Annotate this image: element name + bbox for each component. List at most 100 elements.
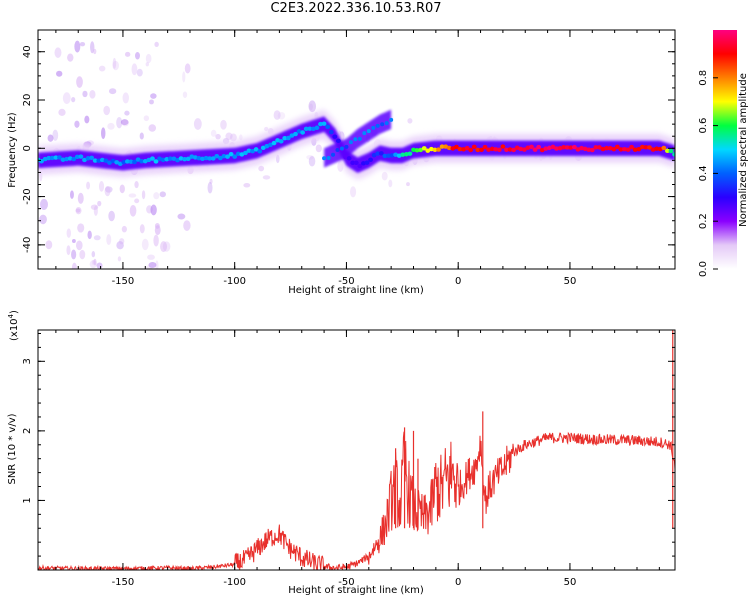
spectrogram-haze-blob <box>77 223 85 233</box>
ridge-blob <box>457 146 463 152</box>
ridge-blob <box>614 144 620 150</box>
ridge-blob <box>436 147 441 152</box>
snr-series <box>38 330 675 570</box>
ridge-blob <box>471 144 477 150</box>
colorbar-tick-label: 0.8 <box>698 70 709 86</box>
ridge-blob <box>536 144 542 150</box>
spectrogram-haze-blob <box>153 234 159 247</box>
ridge-blob <box>639 144 645 150</box>
spectrogram-haze-blob <box>71 238 76 244</box>
ridge-blob <box>632 147 638 152</box>
snr-frame <box>37 329 676 571</box>
ridge-blob <box>518 146 524 152</box>
secondary-ridge-blob <box>380 122 385 127</box>
ridge-blob <box>475 147 481 153</box>
spectrogram-haze-blob <box>105 186 113 193</box>
ridge-blob <box>400 152 406 157</box>
secondary-ridge-blob <box>375 123 380 128</box>
spectrogram-haze-blob <box>160 241 168 253</box>
spectrogram-haze-blob <box>309 103 313 111</box>
ridge-blob <box>597 145 602 150</box>
spectrogram-haze-blob <box>131 63 138 76</box>
y-tick-label: -20 <box>22 188 33 204</box>
spectrogram-ridge <box>38 109 675 180</box>
ridge-blob <box>64 156 70 162</box>
ridge-blob <box>117 161 123 167</box>
secondary-ridge-blob <box>322 156 327 161</box>
snr-plot-area <box>38 330 675 570</box>
ridge-blob <box>257 149 263 154</box>
ridge-blob <box>321 121 327 126</box>
spectrogram-haze-blob <box>350 186 357 198</box>
ridge-blob <box>361 161 366 166</box>
ridge-blob <box>246 148 252 153</box>
spectrogram-haze-blob <box>98 65 106 72</box>
spectrogram-haze-blob <box>86 181 91 190</box>
ridge-blob <box>239 152 245 157</box>
spectrogram-haze-blob <box>145 62 149 67</box>
ridge-blob <box>192 155 198 160</box>
ridge-blob <box>554 146 559 151</box>
spectrogram-haze-blob <box>150 204 157 216</box>
snr-y-ticks: 1 2 3 <box>22 332 675 571</box>
ridge-blob <box>454 144 459 150</box>
spectrogram-haze-blob <box>210 129 217 137</box>
ridge-blob <box>53 155 59 160</box>
spectrogram-haze-blob <box>381 171 388 181</box>
spectrogram-haze-blob <box>154 225 161 236</box>
ridge-blob <box>647 145 652 150</box>
spectrogram-haze-blob <box>112 60 119 71</box>
x-tick-label: -50 <box>338 276 354 287</box>
secondary-ridge <box>324 109 392 168</box>
spectrogram-haze-blob <box>145 53 152 64</box>
spectrogram-haze-blob <box>406 182 410 187</box>
spectrogram-haze-blob <box>93 235 101 241</box>
ridge-blob <box>618 147 624 152</box>
y-tick-label: 40 <box>22 45 33 58</box>
y-tick-label: 20 <box>22 94 33 107</box>
x-tick-label: 50 <box>564 577 577 588</box>
secondary-ridge-blob <box>331 152 336 157</box>
ridge-blob <box>346 156 352 161</box>
spectrogram-haze-blob <box>107 122 115 130</box>
spectrogram-y-axis-label: Frequency (Hz) <box>7 112 18 188</box>
ridge-blob <box>468 147 474 153</box>
spectrogram-haze-blob <box>315 144 322 153</box>
chart-title: C2E3.2022.336.10.53.R07 <box>270 1 442 16</box>
ridge-blob <box>332 134 338 139</box>
ridge-blob <box>564 145 570 150</box>
ridge-blob <box>225 154 230 159</box>
ridge-blob <box>353 160 359 165</box>
spectrogram-haze-blob <box>103 105 111 116</box>
spectrogram-haze-blob <box>407 118 413 124</box>
ridge-blob <box>85 156 91 161</box>
x-tick-label: -150 <box>112 276 135 287</box>
ridge-blob <box>293 131 298 137</box>
spectrogram-haze-blob <box>337 161 344 172</box>
ridge-blob <box>253 147 259 152</box>
ridge-blob <box>654 146 660 151</box>
spectrogram-haze-blob <box>277 111 286 120</box>
ridge-blob <box>450 146 456 151</box>
spectrogram-haze-blob <box>306 154 314 160</box>
ridge-blob <box>214 153 220 159</box>
ridge-blob <box>625 147 631 152</box>
spectrogram-haze-blob <box>79 41 86 47</box>
ridge-blob <box>318 121 323 127</box>
secondary-ridge-blob <box>362 131 367 136</box>
spectrogram-haze-blob <box>273 110 281 120</box>
ridge-blob <box>164 157 170 162</box>
secondary-ridge-blob <box>335 147 340 152</box>
colorbar: 0.0 0.2 0.4 0.6 0.8 Normalized spectral ampl… <box>698 30 749 277</box>
colorbar-gradient <box>713 30 737 269</box>
ridge-blob <box>71 156 77 162</box>
y-tick-label: 1 <box>22 497 33 503</box>
spectrogram-haze-blob <box>143 115 150 122</box>
spectrogram-haze-blob <box>87 230 92 240</box>
ridge-blob <box>46 155 52 161</box>
spectrogram-haze-blob <box>45 240 53 250</box>
spectrogram-haze-blob <box>56 70 63 77</box>
ridge-blob <box>303 126 309 132</box>
y-tick-label: 0 <box>22 145 33 151</box>
colorbar-tick-label: 0.2 <box>698 213 709 229</box>
